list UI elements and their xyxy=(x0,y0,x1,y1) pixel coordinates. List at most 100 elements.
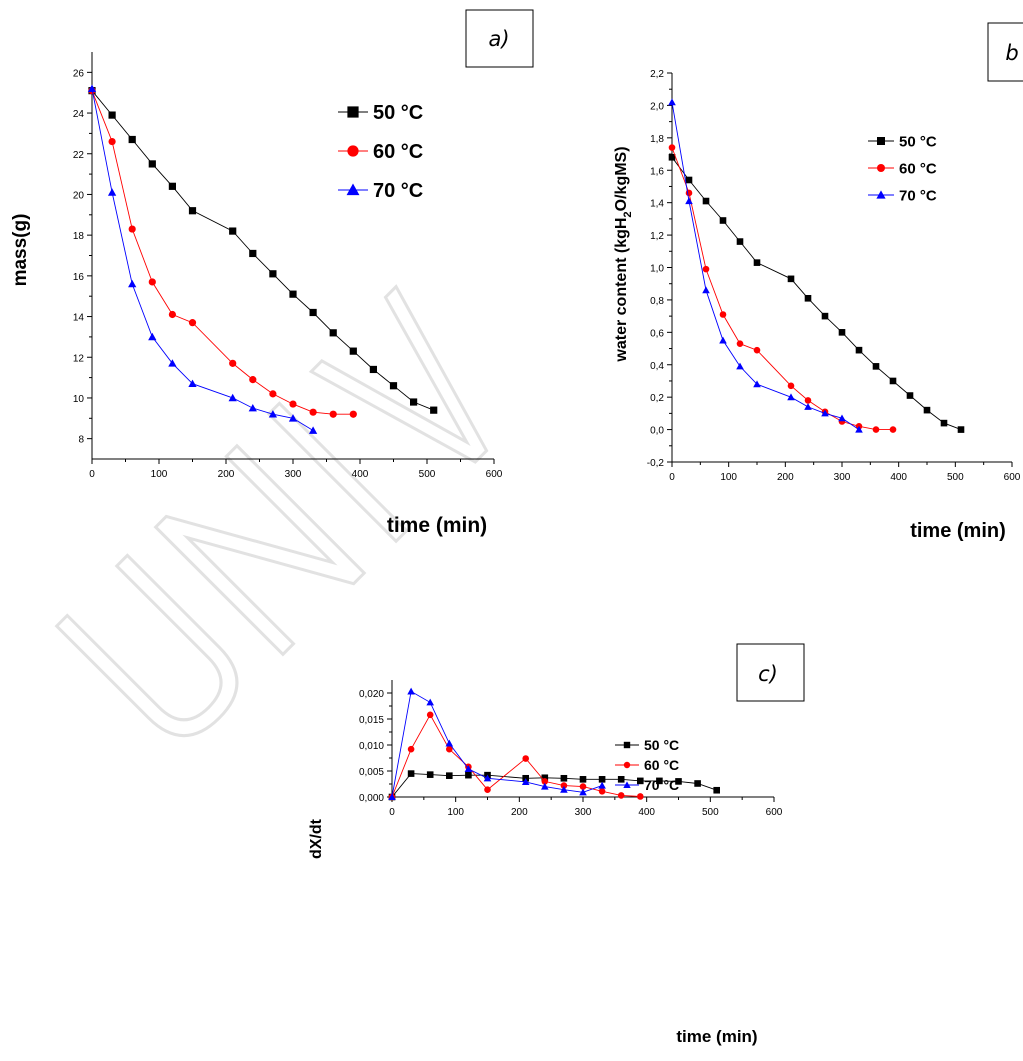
panel-label-box: c) xyxy=(736,643,805,702)
data-point xyxy=(753,380,761,388)
data-point xyxy=(855,346,863,354)
series-line xyxy=(91,88,314,431)
legend-label: 60 °C xyxy=(899,160,937,177)
y-tick-label: 18 xyxy=(73,231,85,242)
x-tick-label: 500 xyxy=(702,807,719,818)
data-point xyxy=(148,160,156,168)
data-point xyxy=(787,382,795,390)
axes-a: 0 100 200 300 400 500 600 8 10 12 14 16 18 20 22 24 26 xyxy=(73,52,503,480)
data-point xyxy=(288,414,298,422)
data-point xyxy=(249,249,257,258)
data-point xyxy=(349,347,357,355)
data-point xyxy=(787,275,795,283)
data-point xyxy=(872,426,880,433)
legend-marker xyxy=(623,741,631,749)
data-point xyxy=(957,426,965,433)
x-tick-label: 400 xyxy=(890,472,907,483)
x-tick-label: 100 xyxy=(447,807,464,818)
legend-label: 70 °C xyxy=(373,180,423,202)
y-axis-label: water content (kgH2O/kgMS) xyxy=(613,146,634,362)
x-tick-label: 500 xyxy=(419,469,436,480)
series-triangle xyxy=(388,687,606,801)
data-point xyxy=(407,745,415,753)
data-point xyxy=(560,774,568,782)
data-point xyxy=(522,755,529,762)
y-tick-label: 0,2 xyxy=(650,393,664,404)
y-tick-label: 1,8 xyxy=(650,134,664,145)
data-point xyxy=(269,270,277,278)
legend: 50 °C 60 °C 70 °C xyxy=(615,737,679,793)
data-point xyxy=(579,776,587,783)
data-point xyxy=(617,776,625,783)
data-point xyxy=(753,346,761,354)
x-tick-label: 0 xyxy=(89,469,95,480)
legend-marker xyxy=(877,137,885,145)
data-point xyxy=(838,414,846,422)
data-point xyxy=(719,311,727,318)
series-circle xyxy=(668,144,897,433)
y-axis-label: mass(g) xyxy=(10,214,31,287)
series-triangle xyxy=(668,98,863,433)
data-point xyxy=(719,217,727,224)
data-point xyxy=(188,379,197,388)
data-point xyxy=(787,393,795,401)
legend-label: 50 °C xyxy=(644,737,679,753)
data-point xyxy=(719,336,727,344)
data-point xyxy=(446,772,453,779)
y-tick-label: 12 xyxy=(73,353,85,364)
y-tick-label: 0,6 xyxy=(650,328,664,339)
data-point xyxy=(389,382,398,390)
data-point xyxy=(598,781,606,789)
y-tick-label: 1,6 xyxy=(650,166,664,177)
data-point xyxy=(484,786,491,794)
panel-frame xyxy=(736,643,805,702)
data-point xyxy=(229,227,237,235)
data-point xyxy=(228,393,237,402)
data-point xyxy=(108,111,116,119)
data-point xyxy=(598,776,606,783)
x-axis-label: time (min) xyxy=(910,520,1006,542)
data-point xyxy=(445,739,454,747)
x-tick-label: 0 xyxy=(669,472,675,483)
y-tick-label: 1,2 xyxy=(650,231,664,242)
data-point xyxy=(821,409,829,417)
watermark xyxy=(54,284,489,738)
y-tick-label: 0,010 xyxy=(359,741,384,752)
x-axis-label: time (min) xyxy=(387,514,487,537)
panel-label: b xyxy=(1005,41,1018,65)
panel-label: c) xyxy=(758,662,778,686)
y-tick-label: 0,8 xyxy=(650,296,664,307)
data-point xyxy=(923,406,931,414)
data-point xyxy=(248,403,257,412)
y-axis-label-part: O/kgMS) xyxy=(613,146,630,211)
data-point xyxy=(426,698,434,706)
data-point xyxy=(168,310,176,319)
data-point xyxy=(464,765,473,772)
y-tick-label: 2,2 xyxy=(650,69,664,80)
data-point xyxy=(148,332,157,341)
data-point xyxy=(388,793,396,801)
data-point xyxy=(229,359,237,367)
data-point xyxy=(349,410,357,418)
data-point xyxy=(668,144,676,151)
x-tick-label: 200 xyxy=(511,807,528,818)
y-tick-label: 0,015 xyxy=(359,715,384,726)
chart-a: 0 100 200 300 400 500 600 8 10 12 14 16 18 20 22 24 26 ti… xyxy=(10,9,534,537)
data-point xyxy=(668,153,676,161)
data-point xyxy=(617,792,625,799)
x-tick-label: 0 xyxy=(389,807,395,818)
data-point xyxy=(685,189,693,197)
data-point xyxy=(269,390,277,398)
data-point xyxy=(736,340,744,347)
y-tick-label: 10 xyxy=(73,394,85,405)
data-point xyxy=(753,259,761,266)
data-point xyxy=(168,182,176,190)
data-point xyxy=(87,84,97,92)
x-tick-label: 100 xyxy=(720,472,737,483)
y-tick-label: 26 xyxy=(73,68,85,79)
data-point xyxy=(289,400,297,408)
data-point xyxy=(407,770,415,777)
data-point xyxy=(369,365,377,374)
data-point xyxy=(128,135,136,144)
